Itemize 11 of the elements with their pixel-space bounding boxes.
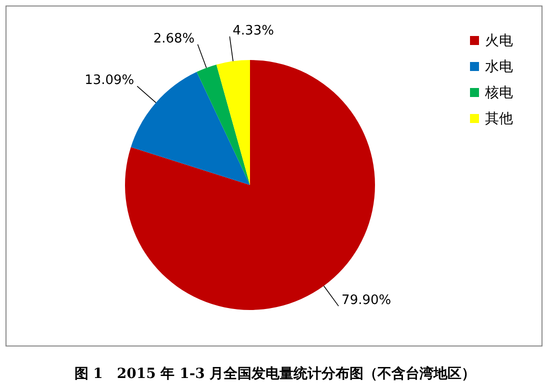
data-label: 79.90% (342, 293, 392, 308)
legend-label: 核电 (484, 85, 513, 101)
data-label: 4.33% (232, 23, 274, 38)
legend-label: 水电 (485, 59, 513, 75)
data-label: 2.68% (153, 31, 195, 46)
legend-label: 其他 (485, 111, 513, 127)
legend-label: 火电 (485, 33, 513, 49)
pie-slice (216, 60, 250, 185)
text: 图 1 2015 年 1-3 月全国发电量统计分布图（不含台湾地区） (74, 365, 476, 382)
data-label: 13.09% (84, 73, 134, 88)
pie-slice (196, 64, 250, 185)
